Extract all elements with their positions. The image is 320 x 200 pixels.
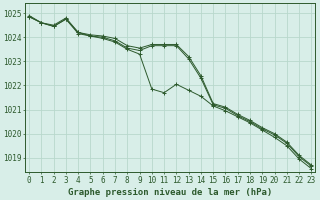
X-axis label: Graphe pression niveau de la mer (hPa): Graphe pression niveau de la mer (hPa) bbox=[68, 188, 272, 197]
